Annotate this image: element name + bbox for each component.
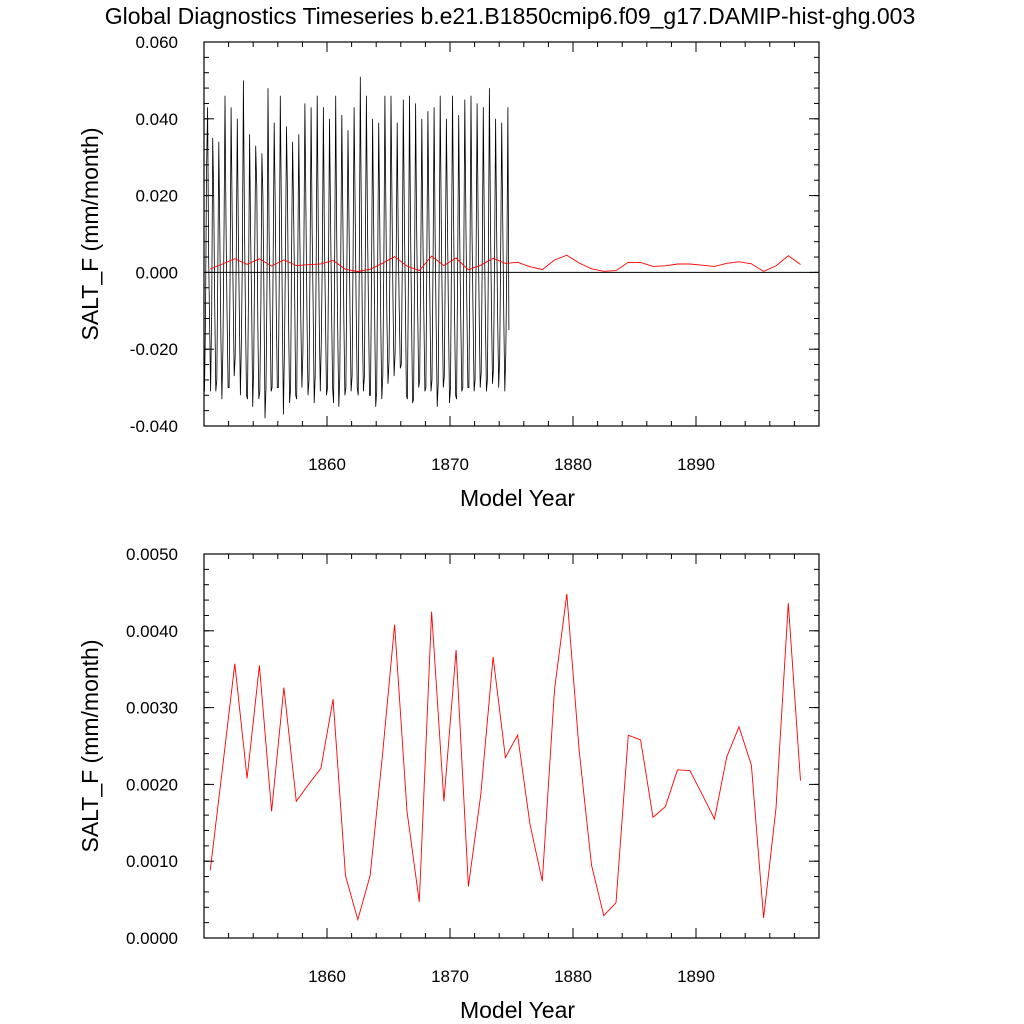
y-tick-label: 0.0000 <box>126 929 178 948</box>
x-tick-label: 1860 <box>308 455 346 474</box>
annual-series-line <box>209 593 801 922</box>
y-tick-label: 0.020 <box>135 187 178 206</box>
y-tick-label: 0.040 <box>135 110 178 129</box>
plot-frame <box>203 41 820 427</box>
x-tick-label: 1880 <box>554 455 592 474</box>
plot-frame <box>203 553 820 939</box>
y-tick-label: 0.060 <box>135 33 178 52</box>
y-axis-label: SALT_F (mm/month) <box>77 128 103 341</box>
y-tick-label: 0.0040 <box>126 622 178 641</box>
x-axis-label: Model Year <box>460 485 575 511</box>
chart-title: Global Diagnostics Timeseries b.e21.B185… <box>105 3 916 29</box>
x-tick-label: 1870 <box>431 967 469 986</box>
annual-series-line <box>210 254 801 272</box>
x-tick-label: 1890 <box>677 455 715 474</box>
y-tick-label: 0.000 <box>135 263 178 282</box>
x-axis-label: Model Year <box>460 997 575 1023</box>
x-tick-label: 1870 <box>431 455 469 474</box>
monthly-series-line <box>204 76 510 419</box>
y-axis-label: SALT_F (mm/month) <box>77 640 103 853</box>
x-tick-label: 1860 <box>308 967 346 986</box>
top-panel: 1860 1870 1880 1890 -0.040 -0.020 0.000 0.020 0.… <box>77 33 820 511</box>
y-tick-label: -0.040 <box>130 417 178 436</box>
bottom-panel: 1860 1870 1880 1890 0.0000 0.0010 0.0020 0.0030… <box>77 545 820 1023</box>
x-tick-label: 1890 <box>677 967 715 986</box>
y-tick-label: 0.0020 <box>126 775 178 794</box>
y-tick-label: 0.0010 <box>126 852 178 871</box>
y-tick-label: -0.020 <box>130 340 178 359</box>
x-tick-label: 1880 <box>554 967 592 986</box>
y-tick-label: 0.0050 <box>126 545 178 564</box>
y-tick-label: 0.0030 <box>126 699 178 718</box>
